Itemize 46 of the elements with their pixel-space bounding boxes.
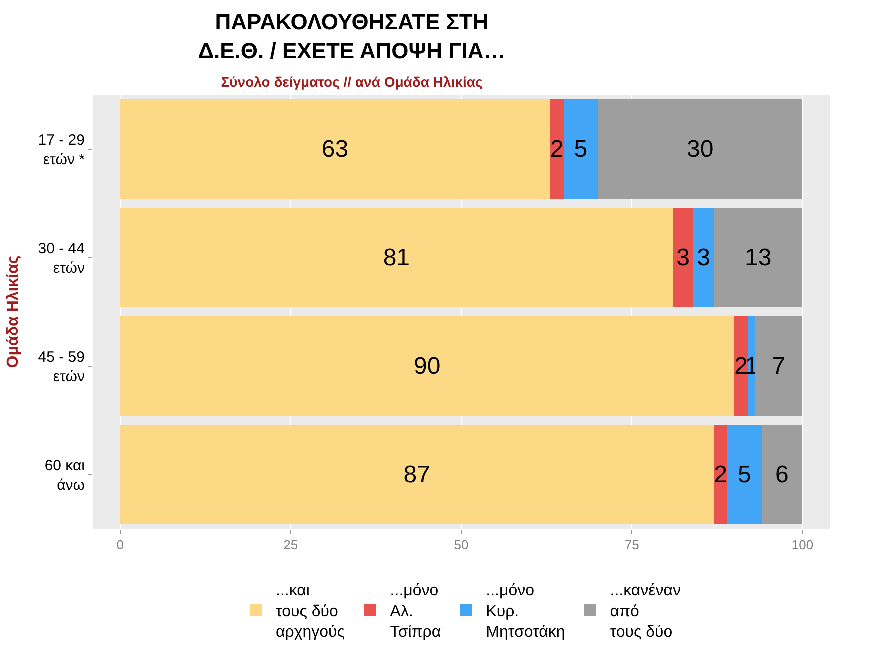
- bar: [120, 99, 550, 200]
- data-label: 2: [734, 352, 748, 380]
- legend-label: ...και τους δύο αρχηγούς: [276, 582, 346, 642]
- data-label: 90: [414, 352, 441, 380]
- y-tick-label: 60 και άνω: [44, 457, 86, 494]
- bar: [754, 316, 803, 416]
- x-tick-label: 75: [624, 538, 640, 553]
- bar: [714, 208, 803, 308]
- bar: [564, 99, 598, 200]
- chart-subtitle: Σύνολο δείγματος // ανά Ομάδα Ηλικίας: [221, 74, 483, 90]
- bar: [762, 424, 803, 525]
- bar: [694, 208, 714, 308]
- bar: [120, 316, 734, 416]
- bar: [120, 208, 674, 308]
- data-label: 30: [686, 136, 714, 163]
- data-label: 6: [776, 461, 789, 488]
- x-tick-label: 50: [454, 538, 469, 553]
- bar: [728, 424, 762, 525]
- data-label: 63: [322, 136, 349, 163]
- x-tick-label: 100: [792, 538, 814, 553]
- data-label: 13: [744, 244, 772, 272]
- data-label: 5: [738, 461, 752, 488]
- data-label: 3: [676, 244, 690, 272]
- data-label: 87: [404, 461, 430, 488]
- bar: [598, 99, 803, 200]
- data-label: 5: [574, 136, 588, 163]
- chart-title: ΠΑΡΑΚΟΛΟΥΘΗΣΑΤΕ ΣΤΗ Δ.Ε.Θ. / ΕΧΕΤΕ ΑΠΟΨΗ ΓΙΑ…: [198, 10, 506, 64]
- bar: [550, 99, 564, 200]
- y-tick-label: 17 - 29 ετών *: [38, 132, 86, 168]
- bar: [673, 208, 694, 308]
- y-tick-label: 30 - 44 ετών: [38, 240, 85, 277]
- legend-label: ...μόνο Κυρ. Μητσοτάκη: [486, 582, 566, 642]
- x-tick-label: 25: [284, 538, 298, 553]
- data-label: 81: [383, 244, 410, 272]
- data-label: 3: [697, 244, 710, 272]
- x-tick-label: 0: [116, 538, 124, 553]
- bar: [714, 424, 728, 525]
- bar: [120, 424, 714, 525]
- data-label: 2: [714, 461, 728, 488]
- legend-label: ...κανέναν από τους δύο: [610, 582, 682, 642]
- bar: [734, 316, 748, 416]
- data-label: 2: [550, 136, 564, 163]
- legend-label: ...μόνο Αλ. Τσίπρα: [390, 582, 442, 642]
- data-label: 7: [772, 352, 786, 380]
- y-tick-label: 45 - 59 ετών: [38, 348, 85, 386]
- y-axis-title: Ομάδα Ηλικίας: [5, 256, 22, 368]
